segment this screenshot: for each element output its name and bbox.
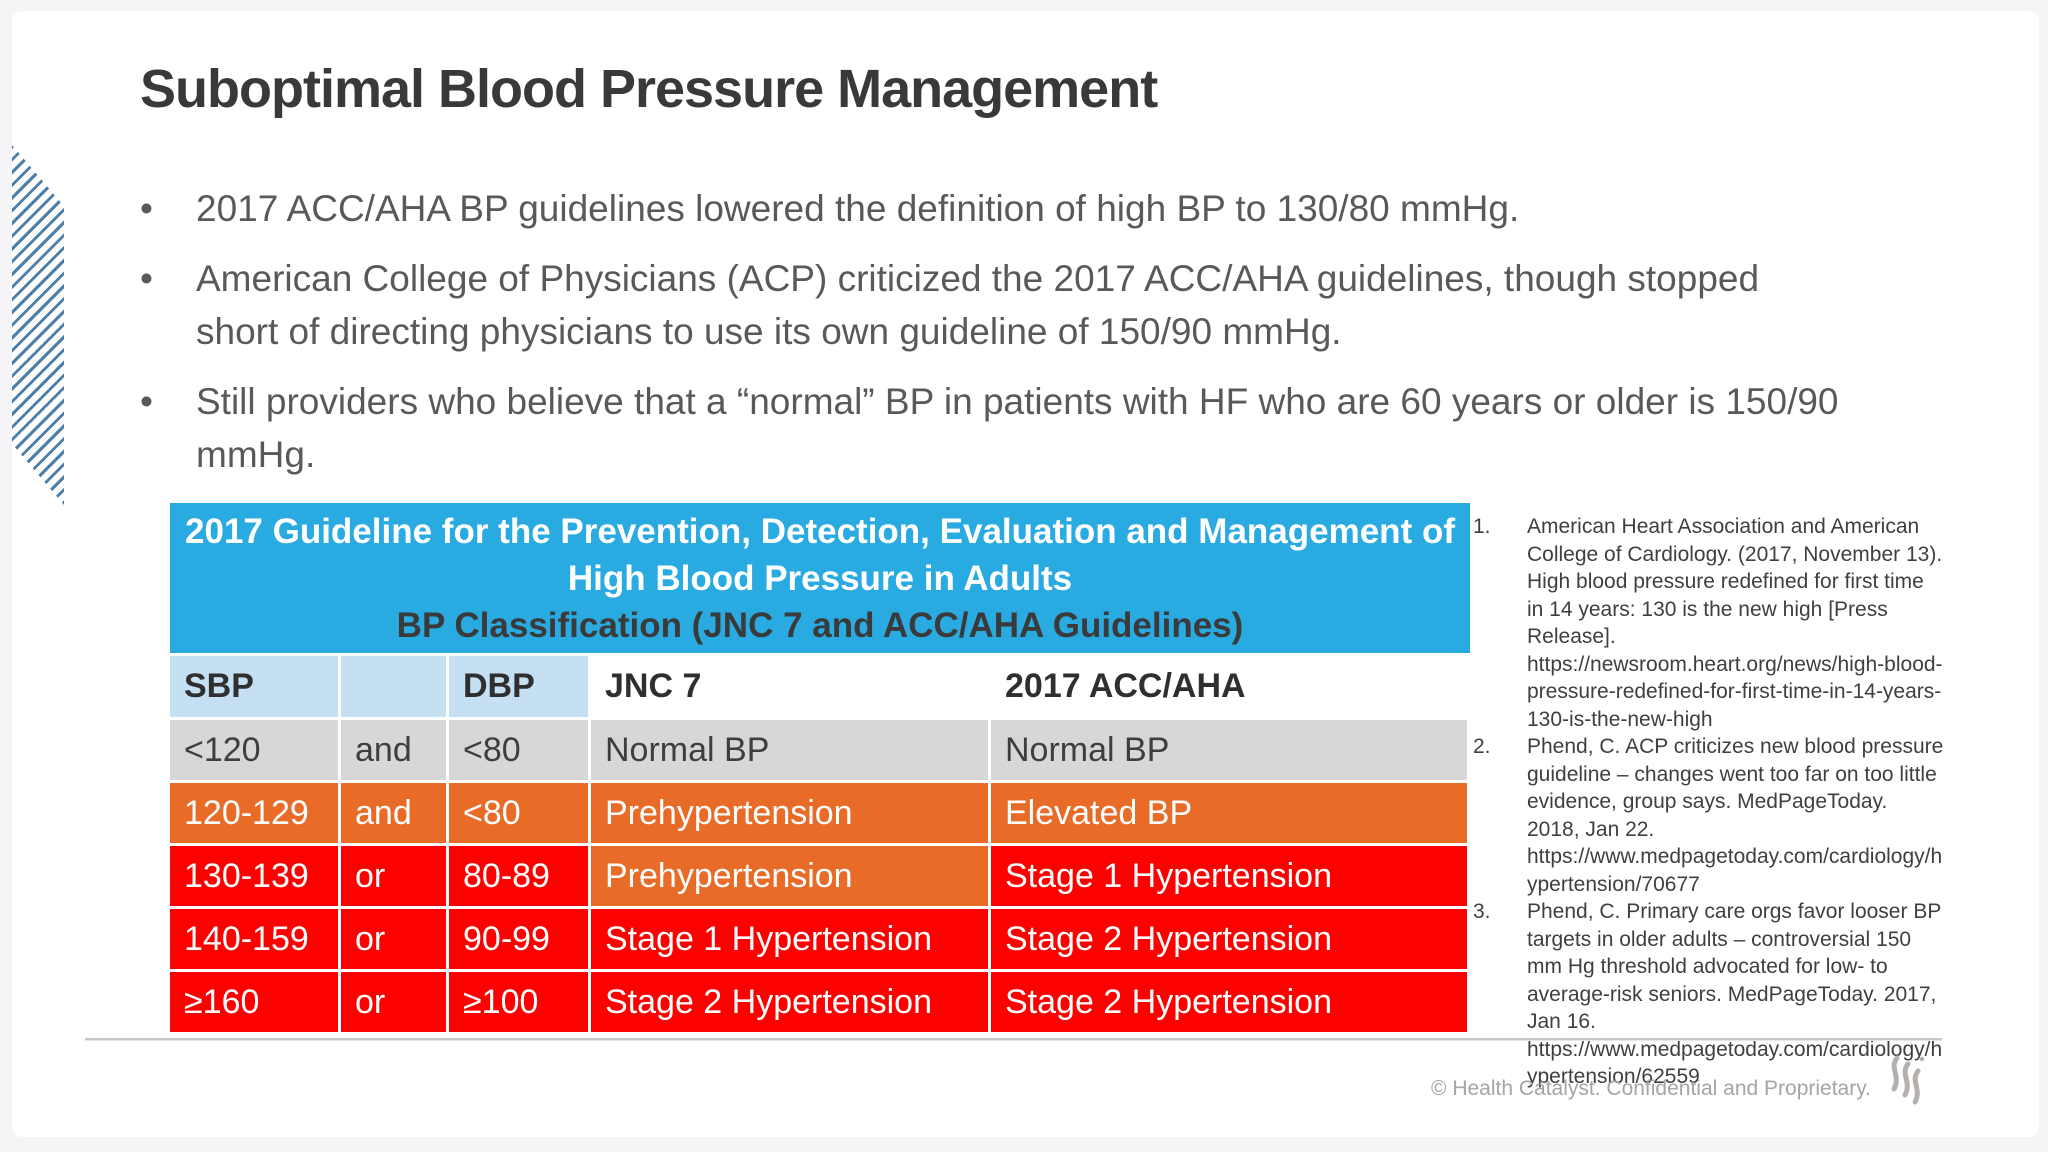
bp-table-cell: Prehypertension	[591, 783, 988, 843]
bp-table-header-cell: SBP	[170, 656, 338, 717]
references-list: 1. American Heart Association and Americ…	[1473, 513, 1947, 1091]
reference-item: 2. Phend, C. ACP criticizes new blood pr…	[1473, 733, 1947, 898]
bp-table-cell: or	[341, 846, 446, 906]
bp-table-header-cell	[341, 656, 446, 717]
table-title-line: High Blood Pressure in Adults	[567, 559, 1073, 598]
decorative-diagonal-stripes	[12, 145, 64, 505]
table-subtitle-line: BP Classification (JNC 7 and ACC/AHA Gui…	[396, 606, 1244, 645]
bp-table-cell: or	[341, 972, 446, 1032]
bp-table-cell: Normal BP	[591, 720, 988, 780]
reference-number: 1.	[1473, 515, 1491, 538]
reference-text: Phend, C. ACP criticizes new blood press…	[1527, 735, 1944, 896]
slide-canvas: Suboptimal Blood Pressure Management • 2…	[12, 11, 2039, 1137]
bp-table-cell: Elevated BP	[991, 783, 1467, 843]
bullet-marker: •	[140, 188, 153, 229]
bp-table-cell: Stage 2 Hypertension	[991, 972, 1467, 1032]
bp-table-cell: 130-139	[170, 846, 338, 906]
bp-table-header-cell: DBP	[449, 656, 588, 717]
bp-table-cell: <120	[170, 720, 338, 780]
footer-copyright: © Health Catalyst. Confidential and Prop…	[1431, 1077, 1871, 1100]
health-catalyst-flame-logo-icon	[1891, 1055, 1925, 1105]
bullet-item: • Still providers who believe that a “no…	[140, 375, 1840, 481]
bullet-item: • 2017 ACC/AHA BP guidelines lowered the…	[140, 182, 1840, 235]
bp-table-cell: and	[341, 783, 446, 843]
bp-table-grid: SBP DBP JNC 7 2017 ACC/AHA <120 and <80 Normal …	[170, 656, 1470, 1032]
bullet-marker: •	[140, 381, 153, 422]
reference-text: Phend, C. Primary care orgs favor looser…	[1527, 900, 1943, 1088]
bullet-item: • American College of Physicians (ACP) c…	[140, 252, 1840, 358]
bullet-text: 2017 ACC/AHA BP guidelines lowered the d…	[196, 188, 1520, 229]
reference-item: 1. American Heart Association and Americ…	[1473, 513, 1947, 733]
reference-number: 3.	[1473, 900, 1491, 923]
bp-table-cell: ≥160	[170, 972, 338, 1032]
reference-text: American Heart Association and American …	[1527, 515, 1943, 731]
bp-table-cell: 90-99	[449, 909, 588, 969]
bp-table-cell: ≥100	[449, 972, 588, 1032]
bp-table-cell: 120-129	[170, 783, 338, 843]
bp-table-cell: Stage 2 Hypertension	[991, 909, 1467, 969]
bullet-marker: •	[140, 258, 153, 299]
bp-table-cell: 140-159	[170, 909, 338, 969]
bp-table-header-cell: JNC 7	[591, 656, 988, 717]
bullet-list: • 2017 ACC/AHA BP guidelines lowered the…	[140, 182, 1840, 498]
bullet-text: Still providers who believe that a “norm…	[196, 381, 1839, 475]
bp-table-cell: Normal BP	[991, 720, 1467, 780]
bp-table-cell: <80	[449, 720, 588, 780]
bp-table-cell: Stage 2 Hypertension	[591, 972, 988, 1032]
reference-item: 3. Phend, C. Primary care orgs favor loo…	[1473, 898, 1947, 1091]
bullet-text: American College of Physicians (ACP) cri…	[196, 258, 1760, 352]
bp-table-cell: <80	[449, 783, 588, 843]
footer-divider-line	[85, 1038, 1942, 1040]
bp-table-cell: and	[341, 720, 446, 780]
bp-table-cell: Prehypertension	[591, 846, 988, 906]
bp-table-cell: 80-89	[449, 846, 588, 906]
bp-table-cell: Stage 1 Hypertension	[591, 909, 988, 969]
reference-number: 2.	[1473, 735, 1491, 758]
slide-title: Suboptimal Blood Pressure Management	[140, 59, 1158, 119]
table-title-line: 2017 Guideline for the Prevention, Detec…	[185, 512, 1455, 551]
bp-classification-table: 2017 Guideline for the Prevention, Detec…	[170, 503, 1470, 1032]
table-title: 2017 Guideline for the Prevention, Detec…	[170, 503, 1470, 653]
bp-table-header-cell: 2017 ACC/AHA	[991, 656, 1467, 717]
bp-table-cell: or	[341, 909, 446, 969]
bp-table-cell: Stage 1 Hypertension	[991, 846, 1467, 906]
